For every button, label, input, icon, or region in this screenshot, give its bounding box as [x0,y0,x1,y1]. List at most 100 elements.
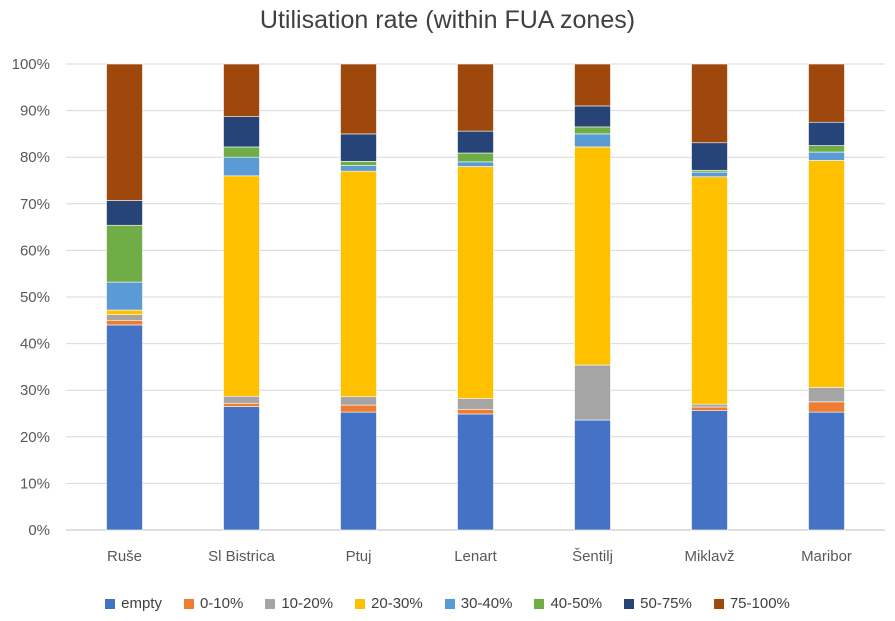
x-tick-label: Šentilj [572,548,613,565]
bar-segment [691,171,728,178]
bar-segment [223,63,260,117]
bar-segment [808,63,845,123]
bar-segment [808,401,845,413]
bar-segment [223,146,260,158]
legend-label: empty [121,595,162,612]
bar-segment [340,411,377,531]
legend-label: 40-50% [550,595,603,612]
bar-segment [574,105,611,128]
legend-item: 50-75% [624,595,692,612]
chart-plot: 0% 10% 20% 30% 40% 50% 60% 70% 80% 90% 100% Ruše Sl… [12,56,885,565]
legend-swatch [265,598,276,609]
legend-swatch [624,598,635,609]
x-tick-label: Lenart [454,548,497,565]
legend-swatch [355,598,366,609]
bar-segment [574,133,611,148]
bar-segment [808,151,845,161]
bar-segment [808,121,845,146]
legend-label: 75-100% [729,595,790,612]
bar-segment [808,411,845,531]
y-tick-label: 50% [20,289,50,306]
bar-segment [457,161,494,167]
legend-label: 20-30% [371,595,423,612]
y-tick-label: 70% [20,196,50,213]
x-axis-tick-labels: Ruše Sl Bistrica Ptuj Lenart Šentilj Miklavž M… [107,548,852,565]
bar-segment [691,410,728,531]
x-tick-label: Maribor [801,548,852,565]
legend-item: 75-100% [713,595,790,612]
y-tick-label: 90% [20,103,50,120]
bar-segment [106,224,143,283]
x-tick-label: Ruše [107,548,142,565]
legend-swatch [105,598,116,609]
bar-segment [106,63,143,201]
legend: empty 0-10% 10-20% 20-30% 30-40% 40-50% 50-75%… [0,595,895,612]
y-tick-label: 20% [20,429,50,446]
legend-item: 10-20% [265,595,333,612]
bar-segment [340,161,377,166]
bar-segment [223,156,260,177]
bar-segment [106,309,143,316]
x-tick-label: Ptuj [346,548,372,565]
bar-stacks [106,63,845,531]
y-tick-label: 40% [20,336,50,353]
bar-segment [691,142,728,171]
bar-segment [457,130,494,154]
bar-segment [691,63,728,144]
legend-label: 30-40% [460,595,513,612]
chart-title: Utilisation rate (within FUA zones) [259,6,636,34]
bar-segment [457,152,494,163]
bar-segment [106,281,143,311]
y-tick-label: 60% [20,242,50,259]
bar-segment [106,314,143,321]
y-tick-label: 30% [20,382,50,399]
bar-segment [340,133,377,162]
bar-segment [574,146,611,366]
legend-item: 40-50% [534,595,602,612]
bar-segment [457,63,494,132]
legend-item: empty [105,595,162,612]
y-tick-label: 10% [20,475,50,492]
bar-segment [457,398,494,410]
bar-segment [106,324,143,531]
bar-segment [340,165,377,172]
bar-segment [457,166,494,399]
legend-swatch [534,598,545,609]
x-tick-label: Sl Bistrica [208,548,275,565]
bar-segment [808,160,845,388]
bar-segment [106,200,143,226]
bar-segment [340,170,377,398]
bar-segment [223,116,260,148]
bar-segment [223,395,260,404]
legend-swatch [444,598,455,609]
legend-swatch [183,598,194,609]
bar-segment [691,403,728,408]
y-tick-label: 80% [20,149,50,166]
bar-segment [457,409,494,415]
y-tick-label: 100% [12,56,50,73]
bar-segment [223,175,260,397]
legend-label: 50-75% [640,595,692,612]
bar-segment [574,364,611,421]
y-axis-tick-labels: 0% 10% 20% 30% 40% 50% 60% 70% 80% 90% 100% [12,56,50,539]
bar-segment [340,63,377,135]
bar-segment [574,126,611,135]
bar-segment [574,419,611,531]
bar-segment [340,396,377,406]
x-tick-label: Miklavž [684,548,734,565]
y-tick-label: 0% [28,522,50,539]
bar-segment [340,404,377,413]
bar-segment [691,406,728,412]
legend-label: 10-20% [281,595,334,612]
legend-item: 0-10% [183,595,244,612]
bar-segment [223,406,260,531]
bar-segment [223,402,260,407]
legend-label: 0-10% [199,595,244,612]
bar-segment [574,63,611,107]
bar-segment [808,387,845,403]
bar-segment [106,319,143,326]
legend-item: 20-30% [355,595,423,612]
bar-segment [457,413,494,531]
legend-swatch [713,598,724,609]
bar-segment [691,176,728,405]
